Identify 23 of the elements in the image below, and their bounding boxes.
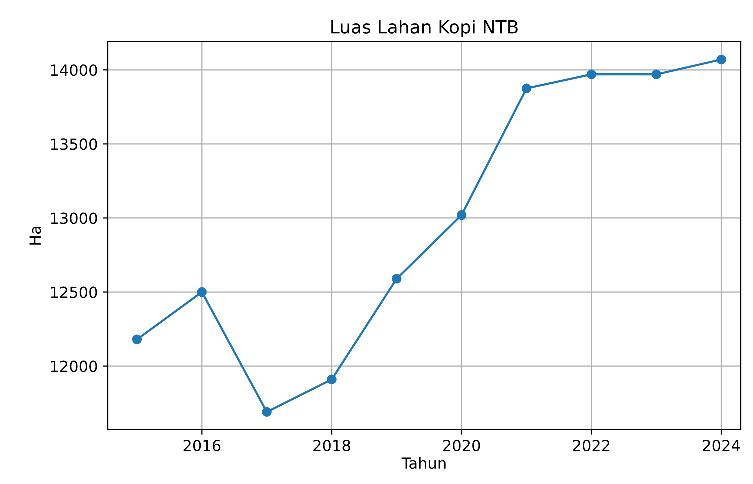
- y-tick-label: 13000: [51, 212, 98, 224]
- point: [132, 334, 142, 345]
- point: [586, 70, 597, 80]
- y-tick-label: 12500: [51, 286, 98, 298]
- point: [262, 407, 272, 418]
- point: [652, 70, 662, 80]
- point: [197, 287, 207, 298]
- x-axis-title: Tahun: [402, 457, 446, 470]
- point: [456, 210, 467, 220]
- y-tick-label: 14000: [51, 64, 98, 76]
- x-tick-label: 2016: [184, 440, 221, 452]
- point: [327, 374, 337, 385]
- x-tick-label: 2020: [444, 440, 480, 452]
- x-tick-label: 2018: [314, 440, 350, 452]
- point: [716, 54, 726, 65]
- x-tick-label: 2024: [703, 440, 740, 452]
- y-tick-label: 13500: [51, 138, 98, 150]
- chart-title: Luas Lahan Kopi NTB: [332, 20, 518, 38]
- x-tick-label: 2022: [573, 440, 610, 452]
- point: [392, 274, 402, 284]
- y-tick-label: 12000: [51, 360, 98, 372]
- y-axis-title: Ha: [30, 226, 42, 245]
- point: [522, 84, 532, 94]
